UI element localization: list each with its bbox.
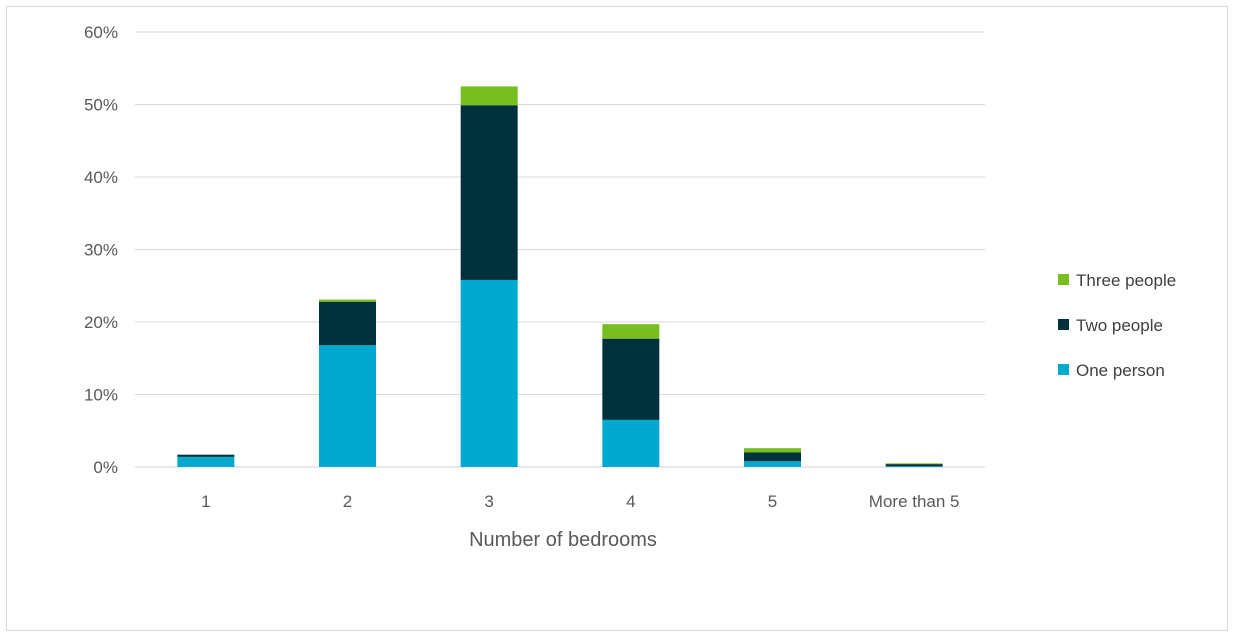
legend-swatch xyxy=(1058,364,1069,375)
bar-segment-two-people xyxy=(177,454,235,457)
bar-segment-three-people xyxy=(885,463,943,465)
y-tick-label: 30% xyxy=(84,241,118,260)
legend-swatch xyxy=(1058,274,1069,285)
bar-segment-one-person xyxy=(744,461,801,467)
y-axis-ticks: 0% 10% 20% 30% 40% 50% 60% xyxy=(84,23,118,477)
bar-segment-three-people xyxy=(319,299,376,302)
bar-segment-one-person xyxy=(319,345,376,467)
bar-segment-two-people xyxy=(885,464,943,467)
x-tick-label: 5 xyxy=(768,492,777,511)
bar-segment-three-people xyxy=(602,324,660,339)
x-tick-label: 4 xyxy=(626,492,635,511)
legend: Three people Two people One person xyxy=(1058,271,1176,380)
bar-segment-one-person xyxy=(177,456,235,467)
gridlines xyxy=(135,31,985,468)
x-tick-label: More than 5 xyxy=(869,492,960,511)
chart-frame xyxy=(6,6,1228,631)
legend-swatch xyxy=(1058,319,1069,330)
legend-label: One person xyxy=(1076,361,1165,380)
bars xyxy=(177,86,943,468)
bar-segment-one-person xyxy=(460,279,518,467)
x-axis: 1 2 3 4 5 More than 5 xyxy=(201,492,959,511)
bar-segment-one-person xyxy=(885,466,943,468)
y-tick-label: 60% xyxy=(84,23,118,42)
y-tick-label: 50% xyxy=(84,96,118,115)
y-tick-label: 10% xyxy=(84,386,118,405)
x-axis-title: Number of bedrooms xyxy=(469,529,657,551)
bar-segment-two-people xyxy=(460,105,518,280)
y-tick-label: 40% xyxy=(84,168,118,187)
x-tick-label: 1 xyxy=(201,492,210,511)
bar-segment-three-people xyxy=(460,86,518,106)
bar-segment-two-people xyxy=(744,452,801,462)
y-tick-label: 20% xyxy=(84,313,118,332)
legend-label: Two people xyxy=(1076,316,1163,335)
bar-segment-one-person xyxy=(602,419,660,467)
bar-segment-two-people xyxy=(319,301,376,346)
legend-label: Three people xyxy=(1076,271,1176,290)
bar-segment-three-people xyxy=(744,448,801,453)
x-tick-label: 2 xyxy=(343,492,352,511)
y-tick-label: 0% xyxy=(93,458,118,477)
x-tick-label: 3 xyxy=(484,492,493,511)
bar-segment-two-people xyxy=(602,338,660,420)
